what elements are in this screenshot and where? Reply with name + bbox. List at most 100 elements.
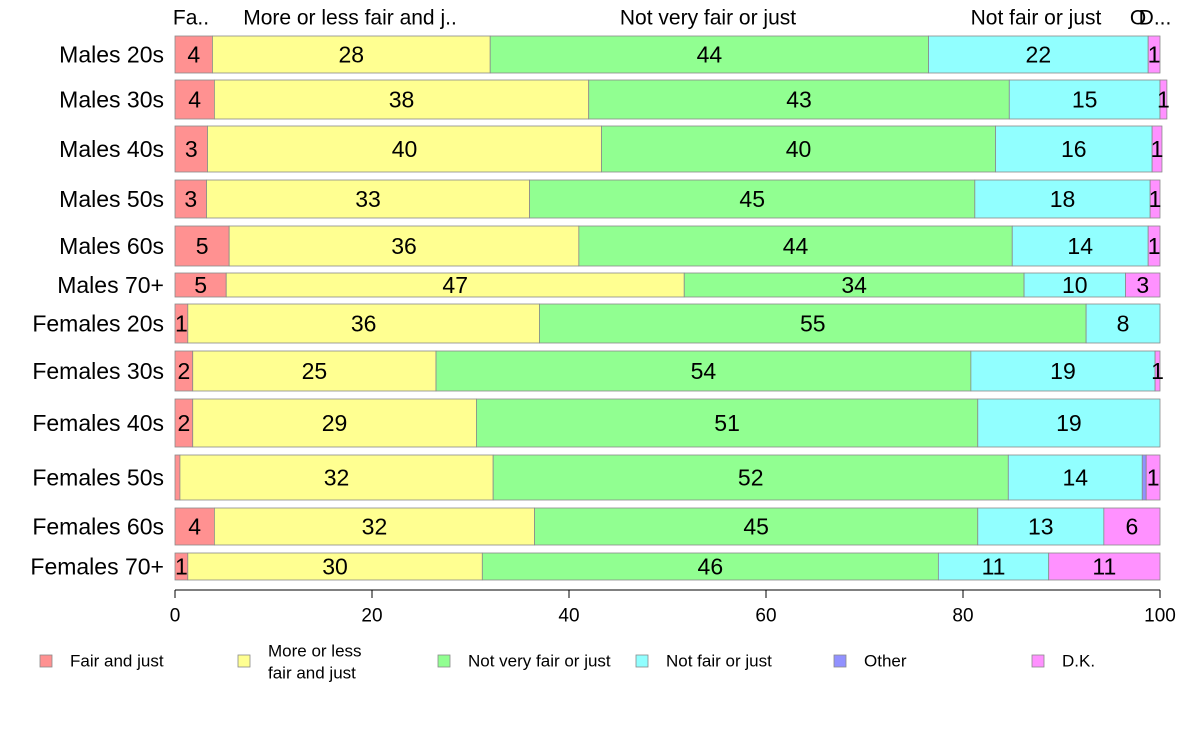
bar-segment	[534, 507, 979, 546]
data-label: 44	[783, 233, 809, 259]
data-label: 1	[175, 554, 188, 580]
bar-segment	[1008, 79, 1161, 120]
data-label: 6	[1126, 514, 1139, 540]
x-tick-label: 60	[755, 606, 776, 627]
bar-segment	[1011, 225, 1149, 267]
bar-segment	[977, 398, 1161, 448]
legend-swatch	[237, 654, 251, 668]
x-tick-label: 100	[1144, 606, 1176, 627]
data-label: 5	[194, 272, 207, 298]
legend-swatch	[833, 654, 847, 668]
data-label: 54	[691, 358, 717, 384]
data-label: 18	[1050, 186, 1076, 212]
bar-segment	[228, 225, 580, 267]
data-label: 19	[1056, 410, 1082, 436]
data-label: 11	[1092, 554, 1116, 580]
bar-segment	[937, 552, 1050, 581]
data-label: 43	[786, 87, 812, 113]
data-label: 40	[786, 136, 812, 162]
data-label: 5	[196, 233, 209, 259]
data-label: 1	[1148, 233, 1161, 259]
data-label: 51	[714, 410, 740, 436]
bar-segment	[1023, 272, 1126, 298]
bar-segment	[476, 398, 979, 448]
data-label: 45	[743, 514, 769, 540]
top-segment-label: More or less fair and j..	[243, 7, 457, 30]
data-label: 33	[355, 186, 381, 212]
data-label: 46	[698, 554, 724, 580]
bar-segment	[174, 454, 181, 501]
data-label: 29	[322, 410, 348, 436]
data-label: 11	[982, 554, 1006, 580]
data-label: 36	[351, 311, 377, 337]
data-label: 3	[185, 136, 198, 162]
legend-label: Not fair or just	[666, 652, 772, 671]
category-label: Females 30s	[32, 358, 164, 384]
data-label: 40	[392, 136, 418, 162]
bar-segment	[213, 79, 590, 120]
bar-segment	[578, 225, 1013, 267]
legend-swatch	[39, 654, 53, 668]
bar-segment	[206, 179, 530, 219]
bar-segment	[174, 225, 230, 267]
top-segment-label: D...	[1139, 7, 1172, 30]
data-label: 14	[1067, 233, 1093, 259]
bar-segment	[1149, 179, 1161, 219]
bar-segment	[1154, 350, 1161, 392]
bar-segment	[1007, 454, 1143, 501]
data-label: 38	[389, 87, 415, 113]
data-label: 4	[188, 514, 201, 540]
bar-segment	[1141, 454, 1147, 501]
x-tick-label: 40	[558, 606, 579, 627]
category-label: Females 60s	[32, 514, 164, 540]
bar-segment	[588, 79, 1010, 120]
category-label: Females 40s	[32, 410, 164, 436]
data-label: 3	[1136, 272, 1149, 298]
top-segment-label: Fa..	[173, 7, 209, 30]
bar-segment	[1159, 79, 1168, 120]
legend-label: Not very fair or just	[468, 652, 611, 671]
bar-segment	[187, 552, 483, 581]
legend-swatch	[437, 654, 451, 668]
legend-label: More or less	[268, 642, 362, 661]
data-label: 15	[1072, 87, 1098, 113]
legend-label: Fair and just	[70, 652, 164, 671]
data-label: 8	[1117, 311, 1130, 337]
data-label: 36	[391, 233, 417, 259]
bar-segment	[174, 35, 213, 74]
top-segment-label: Not fair or just	[971, 7, 1102, 30]
data-label: 2	[177, 410, 190, 436]
bar-segment	[489, 35, 929, 74]
bar-segment	[529, 179, 976, 219]
data-label: 47	[442, 272, 468, 298]
category-label: Males 50s	[59, 186, 164, 212]
data-label: 1	[1157, 87, 1170, 113]
bar-segment	[192, 398, 477, 448]
data-label: 52	[738, 465, 764, 491]
category-label: Males 30s	[59, 87, 164, 113]
category-label: Males 20s	[59, 42, 164, 68]
data-label: 45	[739, 186, 765, 212]
x-tick-label: 80	[952, 606, 973, 627]
data-label: 2	[177, 358, 190, 384]
category-label: Males 60s	[59, 233, 164, 259]
data-label: 4	[187, 42, 200, 68]
category-label: Males 40s	[59, 136, 164, 162]
data-label: 28	[339, 42, 365, 68]
bar-segment	[1147, 225, 1161, 267]
bar-segment	[1145, 454, 1161, 501]
data-label: 34	[841, 272, 867, 298]
bar-segment	[1151, 125, 1163, 173]
legend-swatch	[635, 654, 649, 668]
data-label: 1	[1148, 42, 1161, 68]
bar-segment	[174, 125, 208, 173]
bar-segment	[174, 179, 207, 219]
data-label: 13	[1028, 514, 1054, 540]
category-label: Females 20s	[32, 311, 164, 337]
bar-segment	[539, 303, 1087, 344]
bar-segment	[179, 454, 494, 501]
data-label: 1	[175, 311, 188, 337]
bar-segment	[174, 272, 227, 298]
category-label: Females 50s	[32, 465, 164, 491]
